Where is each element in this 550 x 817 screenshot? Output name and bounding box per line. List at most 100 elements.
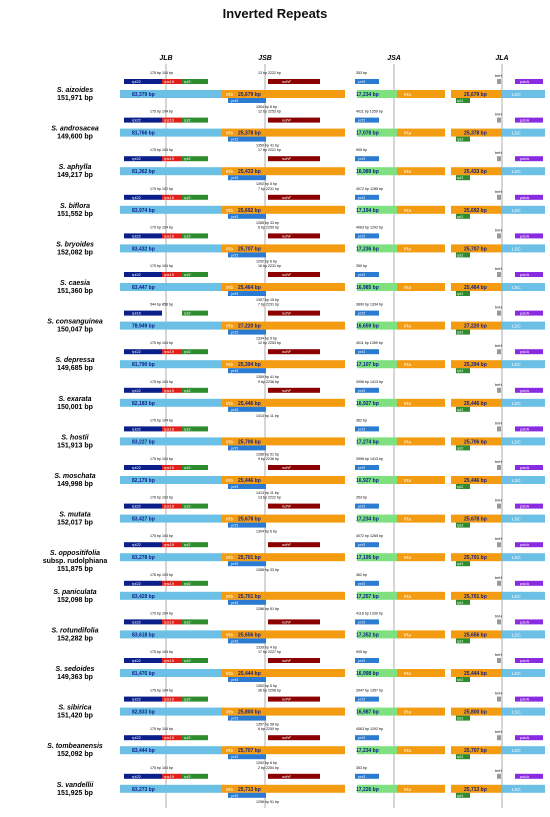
label-irb: IRb bbox=[226, 632, 234, 637]
gene-label-rpl2: rpl2 bbox=[184, 619, 191, 624]
region-ira-2 bbox=[451, 167, 502, 176]
region-lsc-right bbox=[502, 437, 545, 446]
gene-ycf1-top bbox=[355, 619, 379, 625]
region-ira-2 bbox=[451, 476, 502, 484]
label-irb: IRb bbox=[226, 710, 234, 715]
genome-length: 152,282 bp bbox=[57, 635, 93, 642]
junction-label-jsa: JSA bbox=[387, 55, 401, 62]
region-lsc-right bbox=[502, 707, 545, 716]
gene-ycf1-bottom bbox=[228, 638, 266, 644]
gene-rps19 bbox=[162, 580, 182, 586]
gene-label-psba: psbA bbox=[520, 118, 529, 123]
region-lsc-right bbox=[502, 283, 545, 291]
gene-label-ycf1-top: ycf1 bbox=[357, 311, 365, 316]
gene-ndhf bbox=[268, 387, 320, 393]
ann-ycf1-jsb: 1359 bp 41 bp bbox=[256, 144, 279, 148]
gene-label-rpl2-bottom: rpl2 bbox=[457, 369, 463, 373]
gene-trnh bbox=[497, 658, 501, 663]
break-1 bbox=[345, 321, 357, 330]
label-irb: IRb bbox=[226, 285, 234, 290]
lsc-length: 83,379 bp bbox=[132, 92, 155, 98]
label-ira: IRa bbox=[404, 92, 412, 97]
lsc-length: 83,432 bp bbox=[132, 246, 155, 252]
region-ira bbox=[397, 784, 445, 793]
label-irb: IRb bbox=[226, 555, 234, 560]
region-lsc-right bbox=[502, 90, 545, 98]
gene-label-rpl2: rpl2 bbox=[184, 697, 191, 702]
gene-ndhf bbox=[268, 503, 320, 509]
gene-ycf1-bottom bbox=[228, 213, 266, 219]
ann-top-jsa: 3947 bp 1357 bp bbox=[356, 689, 383, 693]
region-irb bbox=[222, 244, 345, 253]
gene-label-ndhf: ndhF bbox=[282, 349, 292, 354]
genome-length: 149,998 bp bbox=[57, 481, 93, 488]
gene-ycf1-bottom bbox=[228, 329, 266, 335]
gene-rpl22 bbox=[124, 542, 162, 548]
gene-rpl2-bottom bbox=[456, 638, 470, 644]
gene-rpl2 bbox=[182, 233, 208, 239]
gene-label-ndhf: ndhF bbox=[282, 195, 292, 200]
gene-label-rpl2: rpl2 bbox=[184, 272, 191, 277]
gene-label-ycf1-bottom: ycf1 bbox=[230, 716, 238, 721]
break-2 bbox=[445, 514, 451, 523]
gene-ycf1-bottom bbox=[228, 561, 266, 567]
ann-top-left: 175 bp 104 bp bbox=[150, 727, 173, 731]
genome-length: 151,552 bp bbox=[57, 211, 93, 218]
label-ira: IRa bbox=[404, 671, 412, 676]
region-ira-2 bbox=[451, 244, 502, 253]
region-lsc-left bbox=[120, 784, 222, 793]
ann-top-jsb: 7 bp 2231 bp bbox=[258, 303, 279, 307]
label-irb: IRb bbox=[226, 787, 234, 792]
region-lsc-right bbox=[502, 205, 545, 214]
species-name: S. vandellii bbox=[57, 782, 95, 789]
label-ira: IRa bbox=[404, 401, 412, 406]
region-ssc bbox=[357, 128, 397, 137]
region-ira bbox=[397, 746, 445, 755]
label-ira: IRa bbox=[404, 478, 412, 483]
ssc-length: 17,352 bp bbox=[356, 632, 379, 638]
label-lsc: LSC bbox=[512, 555, 522, 560]
gene-ndhf bbox=[268, 272, 320, 277]
gene-ycf1-bottom bbox=[228, 754, 266, 760]
gene-ycf1-top bbox=[355, 233, 379, 239]
gene-label-rpl2-bottom: rpl2 bbox=[457, 408, 463, 412]
region-lsc-left bbox=[120, 476, 222, 484]
lsc-length: 81,766 bp bbox=[132, 131, 155, 137]
region-lsc-left bbox=[120, 90, 222, 98]
region-ssc bbox=[357, 398, 397, 407]
gene-ycf1-bottom bbox=[228, 677, 266, 682]
gene-label-trnh: trnH bbox=[495, 151, 502, 155]
gene-rpl2-bottom bbox=[456, 445, 470, 451]
species-name: S. tombeanensis bbox=[47, 743, 103, 750]
genome-length: 152,098 bp bbox=[57, 597, 93, 604]
ira-length: 25,446 bp bbox=[464, 478, 487, 484]
gene-label-rpl22: rpl16 bbox=[132, 311, 142, 316]
ssc-length: 16,927 bp bbox=[356, 478, 379, 484]
region-ssc bbox=[357, 784, 397, 793]
gene-ycf1-top bbox=[355, 542, 379, 548]
gene-label-ycf1-bottom: ycf1 bbox=[230, 600, 238, 605]
ira-length: 25,707 bp bbox=[464, 246, 487, 252]
ann-top-jsb: 9 bp 2236 bp bbox=[258, 457, 279, 461]
gene-label-rpl22: rpl22 bbox=[132, 774, 142, 779]
irb-length: 25,706 bp bbox=[238, 439, 261, 445]
gene-label-rpl2: rpl2 bbox=[184, 118, 191, 123]
gene-trnh bbox=[497, 233, 501, 239]
genome-length: 151,913 bp bbox=[57, 442, 93, 449]
gene-label-ycf1-top: ycf1 bbox=[357, 156, 365, 161]
gene-label-ycf1-bottom: ycf1 bbox=[230, 407, 238, 412]
region-ira bbox=[397, 128, 445, 137]
label-lsc: LSC bbox=[512, 324, 522, 329]
region-irb bbox=[222, 591, 345, 600]
ira-length: 25,464 bp bbox=[464, 285, 487, 291]
gene-ycf1-top bbox=[355, 117, 379, 123]
break-2 bbox=[445, 591, 451, 600]
gene-label-rpl2: rpl2 bbox=[184, 426, 191, 431]
gene-ycf1-bottom bbox=[228, 522, 266, 528]
ann-top-left: 175 bp 104 bp bbox=[150, 380, 173, 384]
region-ssc bbox=[357, 90, 397, 98]
break-2 bbox=[445, 553, 451, 562]
label-irb: IRb bbox=[226, 208, 234, 213]
ira-length: 25,446 bp bbox=[464, 401, 487, 407]
